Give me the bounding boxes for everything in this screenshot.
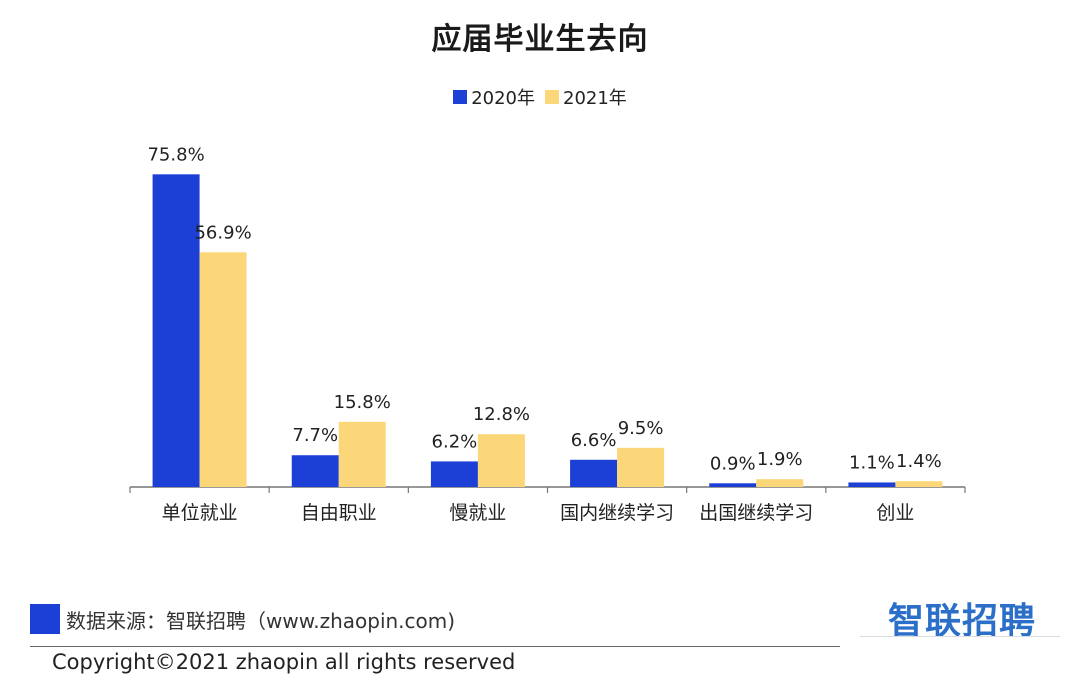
bar-2020 — [848, 482, 896, 487]
legend-item-2021: 2021年 — [545, 84, 627, 110]
bar-2020 — [570, 459, 618, 487]
bar-2020 — [291, 455, 339, 487]
legend-swatch-2020 — [453, 90, 468, 104]
logo-underline — [860, 636, 1060, 637]
chart-legend: 2020年 2021年 — [0, 84, 1080, 110]
bar-2021 — [338, 421, 386, 487]
data-label-2020: 6.6% — [571, 430, 617, 451]
category-label: 自由职业 — [301, 502, 377, 524]
bar-2021 — [477, 434, 525, 487]
data-label-2020: 75.8% — [147, 144, 204, 165]
bar-chart: 75.8% 56.9% 单位就业 7.7% 15.8% 自由职业 6.2% 12.8% 慢就业 6… — [129, 144, 966, 524]
source-marker — [30, 604, 60, 634]
data-label-2021: 1.9% — [757, 449, 803, 470]
copyright-text: Copyright©2021 zhaopin all rights reserv… — [52, 650, 516, 674]
zhaopin-logo: 智联招聘 — [888, 601, 1037, 642]
source-text: 数据来源：智联招聘（www.zhaopin.com) — [66, 608, 456, 633]
category-label: 单位就业 — [162, 502, 238, 524]
bar-2021 — [617, 447, 665, 487]
data-label-2021: 9.5% — [618, 418, 664, 439]
data-label-2021: 56.9% — [194, 222, 251, 243]
bar-2020 — [430, 461, 478, 487]
data-label-2020: 7.7% — [292, 425, 338, 446]
category-label: 国内继续学习 — [560, 502, 674, 524]
category-label: 创业 — [876, 502, 914, 524]
bar-2021 — [199, 252, 247, 487]
data-source: 数据来源：智联招聘（www.zhaopin.com) — [30, 604, 455, 634]
footer-divider — [30, 646, 840, 647]
data-label-2021: 12.8% — [473, 404, 530, 425]
legend-item-2020: 2020年 — [453, 84, 535, 110]
legend-label-2021: 2021年 — [563, 88, 627, 109]
bar-2021 — [895, 481, 943, 487]
legend-swatch-2021 — [545, 90, 559, 104]
category-label: 慢就业 — [449, 502, 506, 524]
bar-2020 — [709, 483, 757, 487]
legend-label-2020: 2020年 — [471, 88, 535, 109]
data-label-2021: 15.8% — [334, 392, 391, 413]
bar-2021 — [756, 479, 804, 487]
data-label-2021: 1.4% — [896, 451, 942, 472]
chart-title: 应届毕业生去向 — [431, 22, 649, 57]
data-label-2020: 0.9% — [710, 453, 756, 474]
category-label: 出国继续学习 — [699, 502, 813, 524]
data-label-2020: 6.2% — [432, 431, 478, 452]
bar-2020 — [152, 174, 200, 487]
data-label-2020: 1.1% — [849, 452, 895, 473]
